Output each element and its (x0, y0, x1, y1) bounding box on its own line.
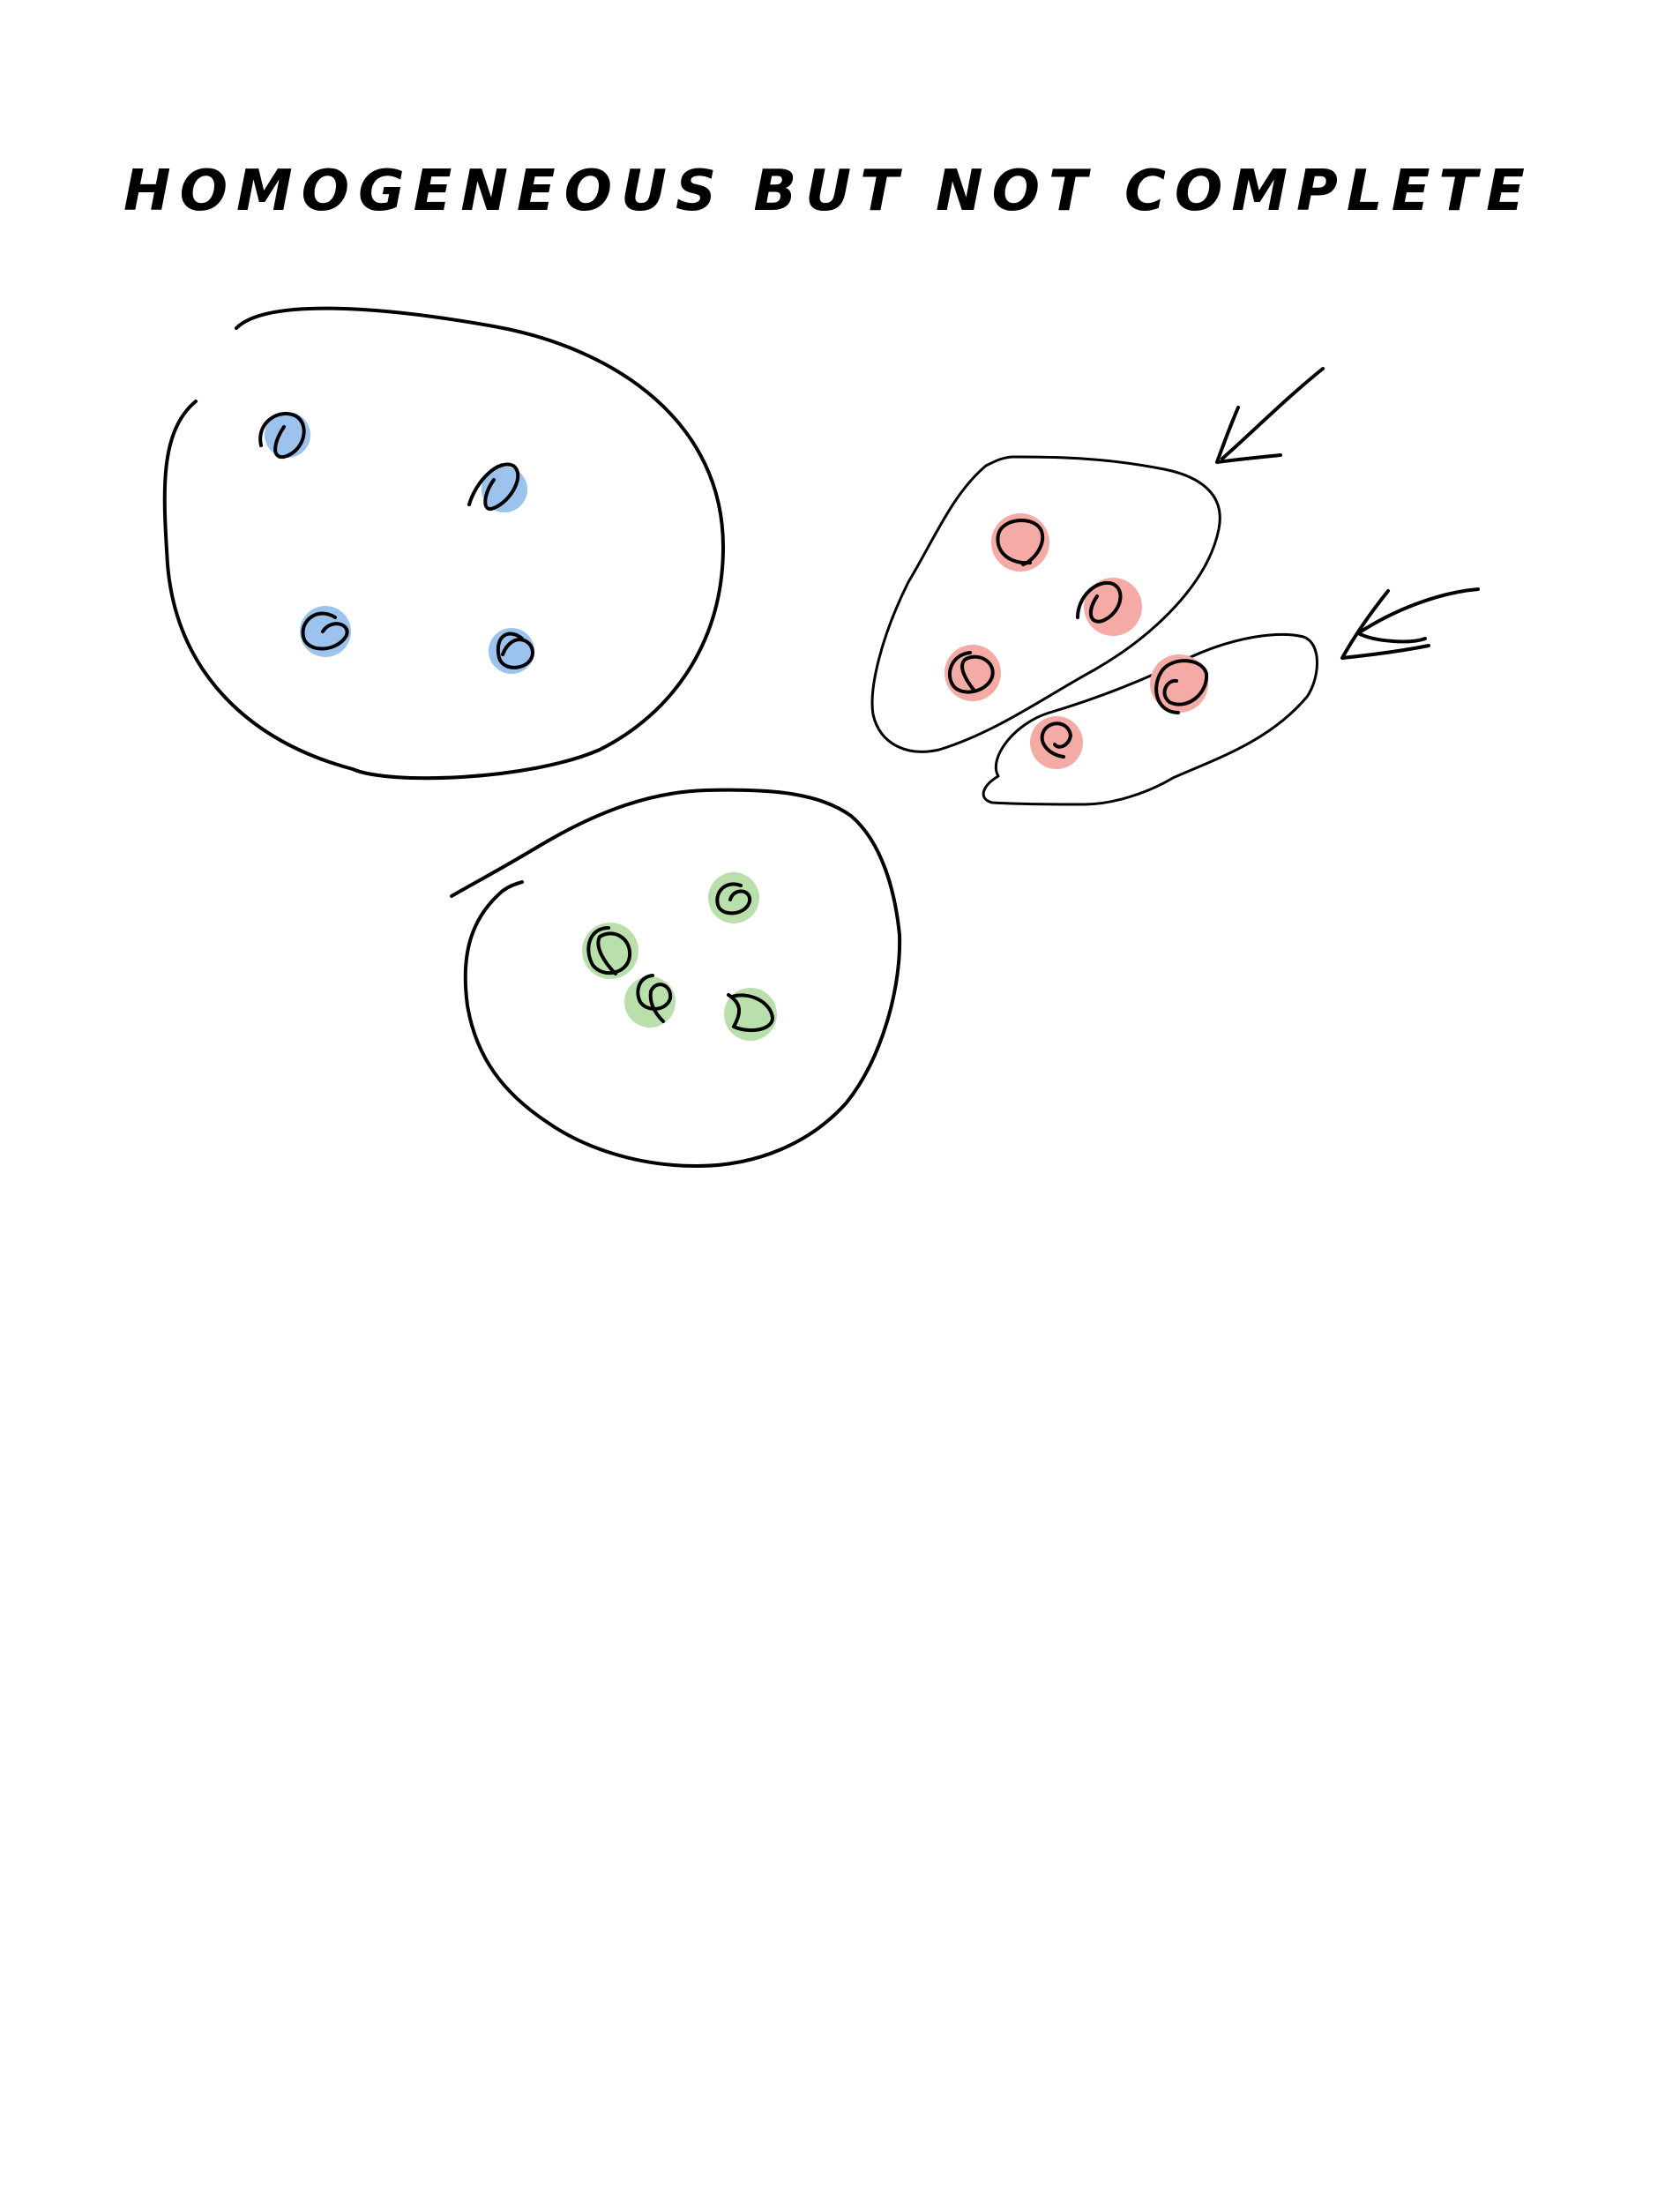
blue-scribble (496, 632, 534, 669)
arrow-to-red-lower-shaft (1356, 587, 1480, 644)
green-scribble (636, 974, 673, 1023)
blue-member (300, 606, 351, 657)
green-scribble (586, 926, 632, 975)
red-member (1076, 578, 1142, 636)
green-member (624, 974, 676, 1028)
arrow-to-red-upper-shaft (1221, 367, 1325, 460)
green-member (708, 872, 759, 923)
blue-cluster-outline (162, 306, 725, 781)
blue-member (258, 412, 310, 460)
red-scribble (1154, 659, 1209, 714)
red-scribble (1040, 721, 1072, 759)
arrow-to-red-upper-head (1215, 406, 1282, 464)
green-member (582, 923, 638, 979)
arrow-down-left-icon (1215, 367, 1325, 464)
green-scribble (715, 882, 752, 916)
blue-scribble (301, 611, 349, 651)
red-cluster-upper-outline (870, 455, 1221, 753)
red-scribble (1076, 580, 1123, 624)
red-cluster-upper (870, 455, 1221, 753)
green-member (724, 988, 777, 1041)
green-cluster-outline (450, 788, 902, 1168)
page-title: HOMOGENEOUS BUT NOT COMPLETE (123, 159, 1534, 224)
blue-scribble (258, 412, 306, 460)
red-scribble (947, 651, 995, 694)
red-scribble (996, 518, 1044, 566)
blue-member (467, 462, 527, 512)
red-cluster-lower-outline (982, 632, 1318, 806)
blue-member (489, 628, 534, 674)
red-cluster-lower (982, 632, 1318, 806)
arrow-to-red-lower-head (1340, 589, 1430, 660)
green-cluster (450, 788, 902, 1168)
blue-fill (482, 467, 527, 512)
red-member (991, 513, 1049, 572)
red-member (945, 645, 1001, 701)
red-member (1150, 654, 1209, 714)
arrow-left-icon (1340, 587, 1480, 660)
blue-cluster (162, 306, 725, 781)
blue-scribble (467, 462, 520, 511)
red-member (1030, 716, 1083, 769)
green-scribble (727, 993, 774, 1033)
